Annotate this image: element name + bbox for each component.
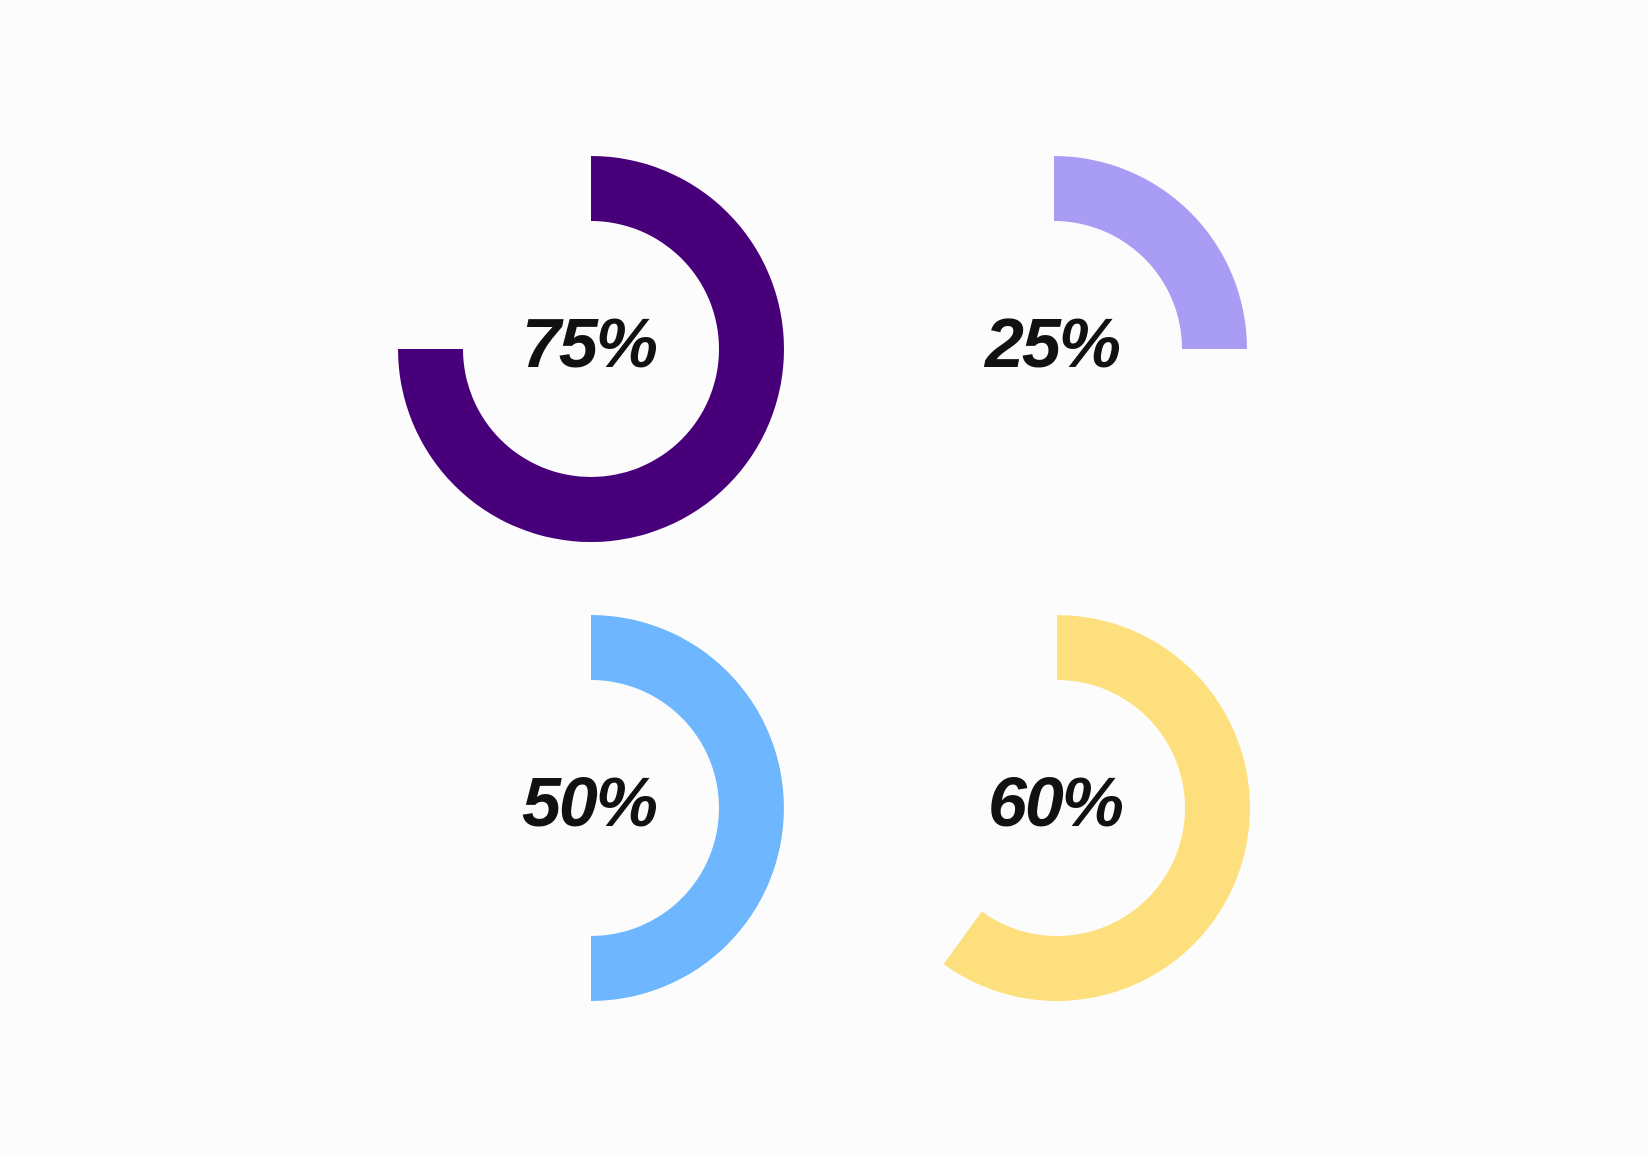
ring-chart-4: 60% <box>943 615 1250 1001</box>
progress-arc-3 <box>591 615 784 1001</box>
percent-label-4: 60% <box>988 763 1123 841</box>
ring-chart-1: 75% <box>398 156 784 542</box>
progress-arc-1 <box>398 156 784 542</box>
progress-arc-4 <box>943 615 1250 1001</box>
ring-chart-2: 25% <box>983 156 1247 382</box>
percent-label-1: 75% <box>522 304 657 382</box>
percent-label-3: 50% <box>522 763 657 841</box>
ring-chart-3: 50% <box>522 615 784 1001</box>
percent-label-2: 25% <box>983 304 1120 382</box>
progress-arc-2 <box>1054 156 1247 349</box>
